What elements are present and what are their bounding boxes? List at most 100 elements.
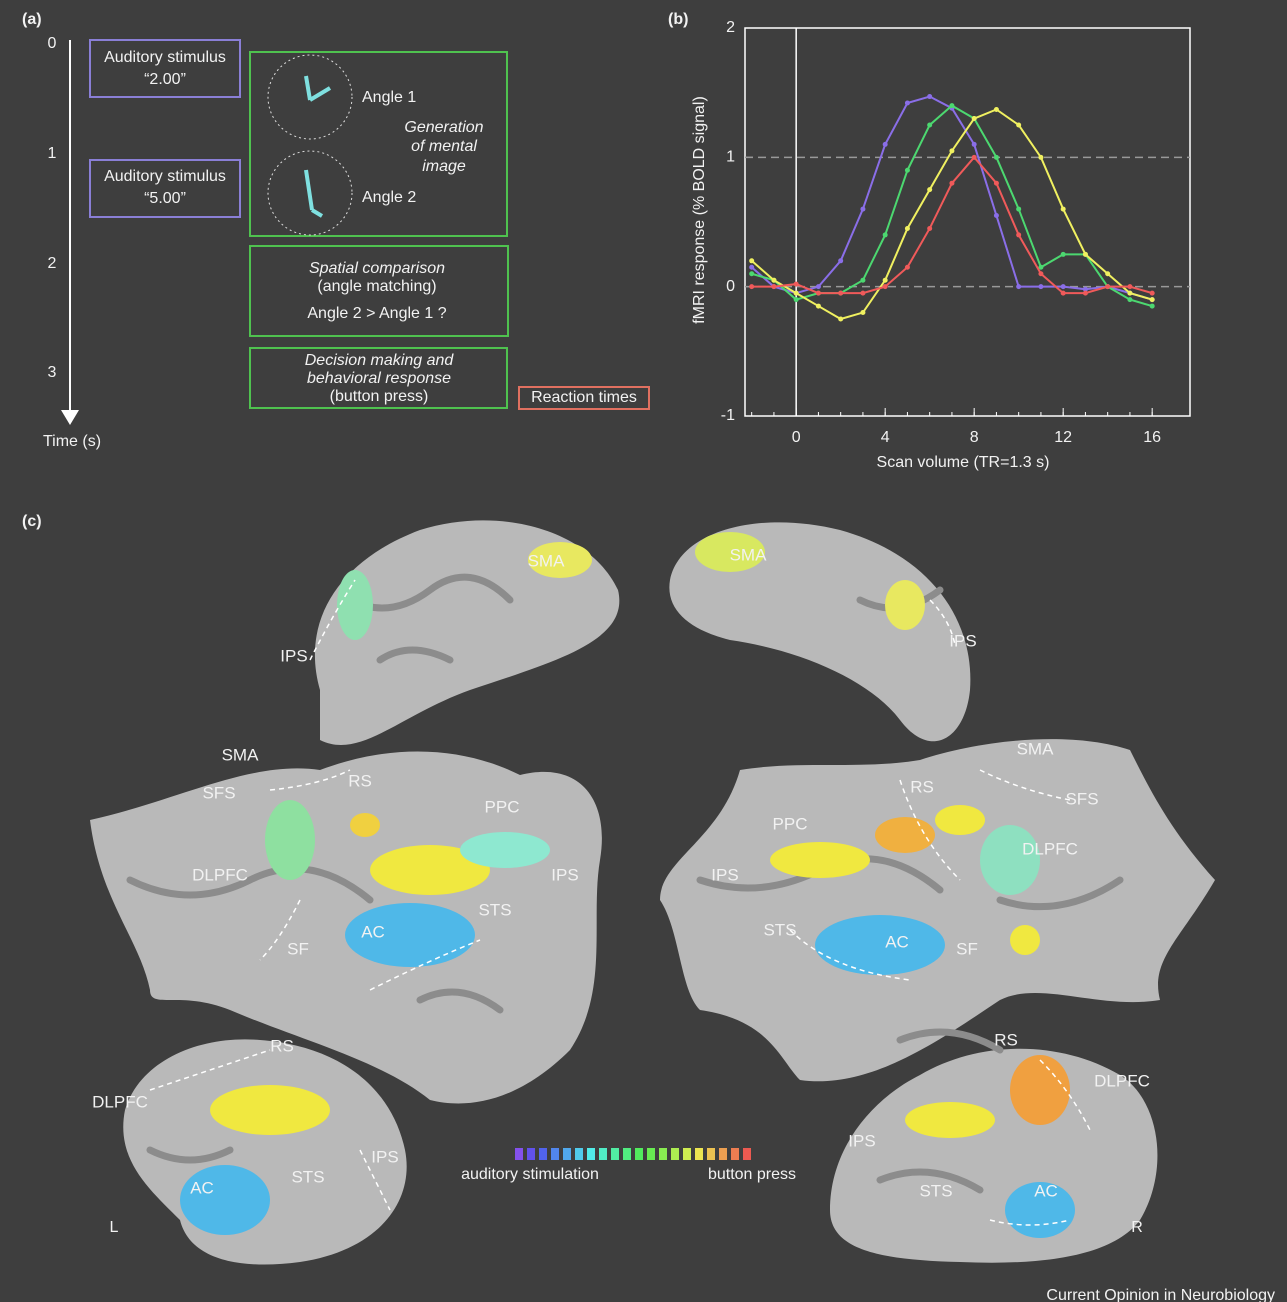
point [860, 277, 866, 283]
area-label: RS [348, 771, 372, 790]
area-label: AC [1034, 1181, 1058, 1200]
point [949, 148, 955, 154]
hemisphere: R [1131, 1219, 1143, 1236]
point [1060, 284, 1066, 290]
point [838, 290, 844, 296]
area-label: AC [885, 932, 909, 951]
box [89, 39, 241, 98]
point [993, 213, 999, 219]
color-swatch [563, 1148, 571, 1160]
point [904, 264, 910, 270]
legend-label: button press [708, 1166, 796, 1183]
color-swatch [647, 1148, 655, 1160]
point [1082, 286, 1088, 292]
point [882, 277, 888, 283]
point [1149, 297, 1155, 303]
point [749, 284, 755, 290]
box-text: behavioral response [307, 370, 451, 387]
point [1082, 251, 1088, 257]
brain [830, 1048, 1158, 1263]
point [971, 141, 977, 147]
point [815, 290, 821, 296]
point [993, 180, 999, 186]
color-swatch [551, 1148, 559, 1160]
color-swatch [671, 1148, 679, 1160]
flat-map [660, 739, 1215, 1082]
box-text: Generation [404, 119, 483, 136]
arrow [61, 410, 79, 425]
point [1016, 284, 1022, 290]
clock [267, 54, 353, 140]
box-text: “2.00” [144, 71, 186, 88]
color-swatch [635, 1148, 643, 1160]
point [904, 225, 910, 231]
x-tick-label: 0 [792, 429, 801, 446]
area-label: SMA [730, 545, 768, 564]
point [1149, 290, 1155, 296]
area-label: DLPFC [1022, 839, 1078, 858]
credit: Current Opinion in Neurobiology [1046, 1287, 1275, 1302]
point [1105, 271, 1111, 277]
area-label: RS [910, 777, 934, 796]
color-swatch [599, 1148, 607, 1160]
point [749, 264, 755, 270]
color-swatch [683, 1148, 691, 1160]
hemisphere: L [110, 1219, 119, 1236]
box [249, 245, 509, 337]
point [1016, 206, 1022, 212]
point [1038, 264, 1044, 270]
area-label: SMA [528, 551, 566, 570]
angle-label: Angle 1 [362, 89, 416, 106]
color-swatch [707, 1148, 715, 1160]
panel-label: (c) [22, 513, 42, 530]
point [971, 116, 977, 122]
color-swatch [575, 1148, 583, 1160]
area-label: IPS [280, 646, 307, 665]
point [1038, 154, 1044, 160]
x-tick-label: 16 [1143, 429, 1161, 446]
area-label: AC [361, 922, 385, 941]
point [1105, 284, 1111, 290]
area-labels: SMA IPS SMA IPS SMA SFS RS PPC DLPFC IPS STS AC SF SM… [92, 545, 1150, 1200]
boundary [149, 579, 1091, 1226]
box [249, 51, 508, 237]
area-label: DLPFC [1094, 1071, 1150, 1090]
point [1127, 297, 1133, 303]
color-swatch [731, 1148, 739, 1160]
point [793, 281, 799, 287]
brain [314, 520, 620, 745]
y-tick-label: 0 [726, 278, 735, 295]
point [860, 206, 866, 212]
time-label: Time (s) [43, 433, 101, 450]
x-tick-label: 8 [970, 429, 979, 446]
point [993, 154, 999, 160]
box-text: Auditory stimulus [104, 49, 226, 66]
point [993, 106, 999, 112]
brains [90, 520, 1215, 1265]
point [882, 141, 888, 147]
box [249, 347, 508, 409]
point [927, 225, 933, 231]
point [1060, 206, 1066, 212]
area-label: SMA [1017, 739, 1055, 758]
box-text: Angle 2 > Angle 1 ? [307, 305, 446, 322]
hands [304, 169, 324, 218]
area-label: IPS [949, 631, 976, 650]
color-swatch [539, 1148, 547, 1160]
color-swatch [743, 1148, 751, 1160]
point [1038, 284, 1044, 290]
point [838, 258, 844, 264]
area-label: SF [287, 939, 309, 958]
color-swatch [623, 1148, 631, 1160]
box-text: of mental [411, 138, 477, 155]
area-label: DLPFC [92, 1092, 148, 1111]
box [89, 159, 241, 218]
color-swatch [527, 1148, 535, 1160]
y-axis-label: fMRI response (% BOLD signal) [691, 96, 708, 324]
panel-label: (b) [668, 11, 688, 28]
point [1060, 251, 1066, 257]
area-label: STS [291, 1167, 324, 1186]
area-label: RS [270, 1036, 294, 1055]
area-label: SFS [202, 783, 235, 802]
